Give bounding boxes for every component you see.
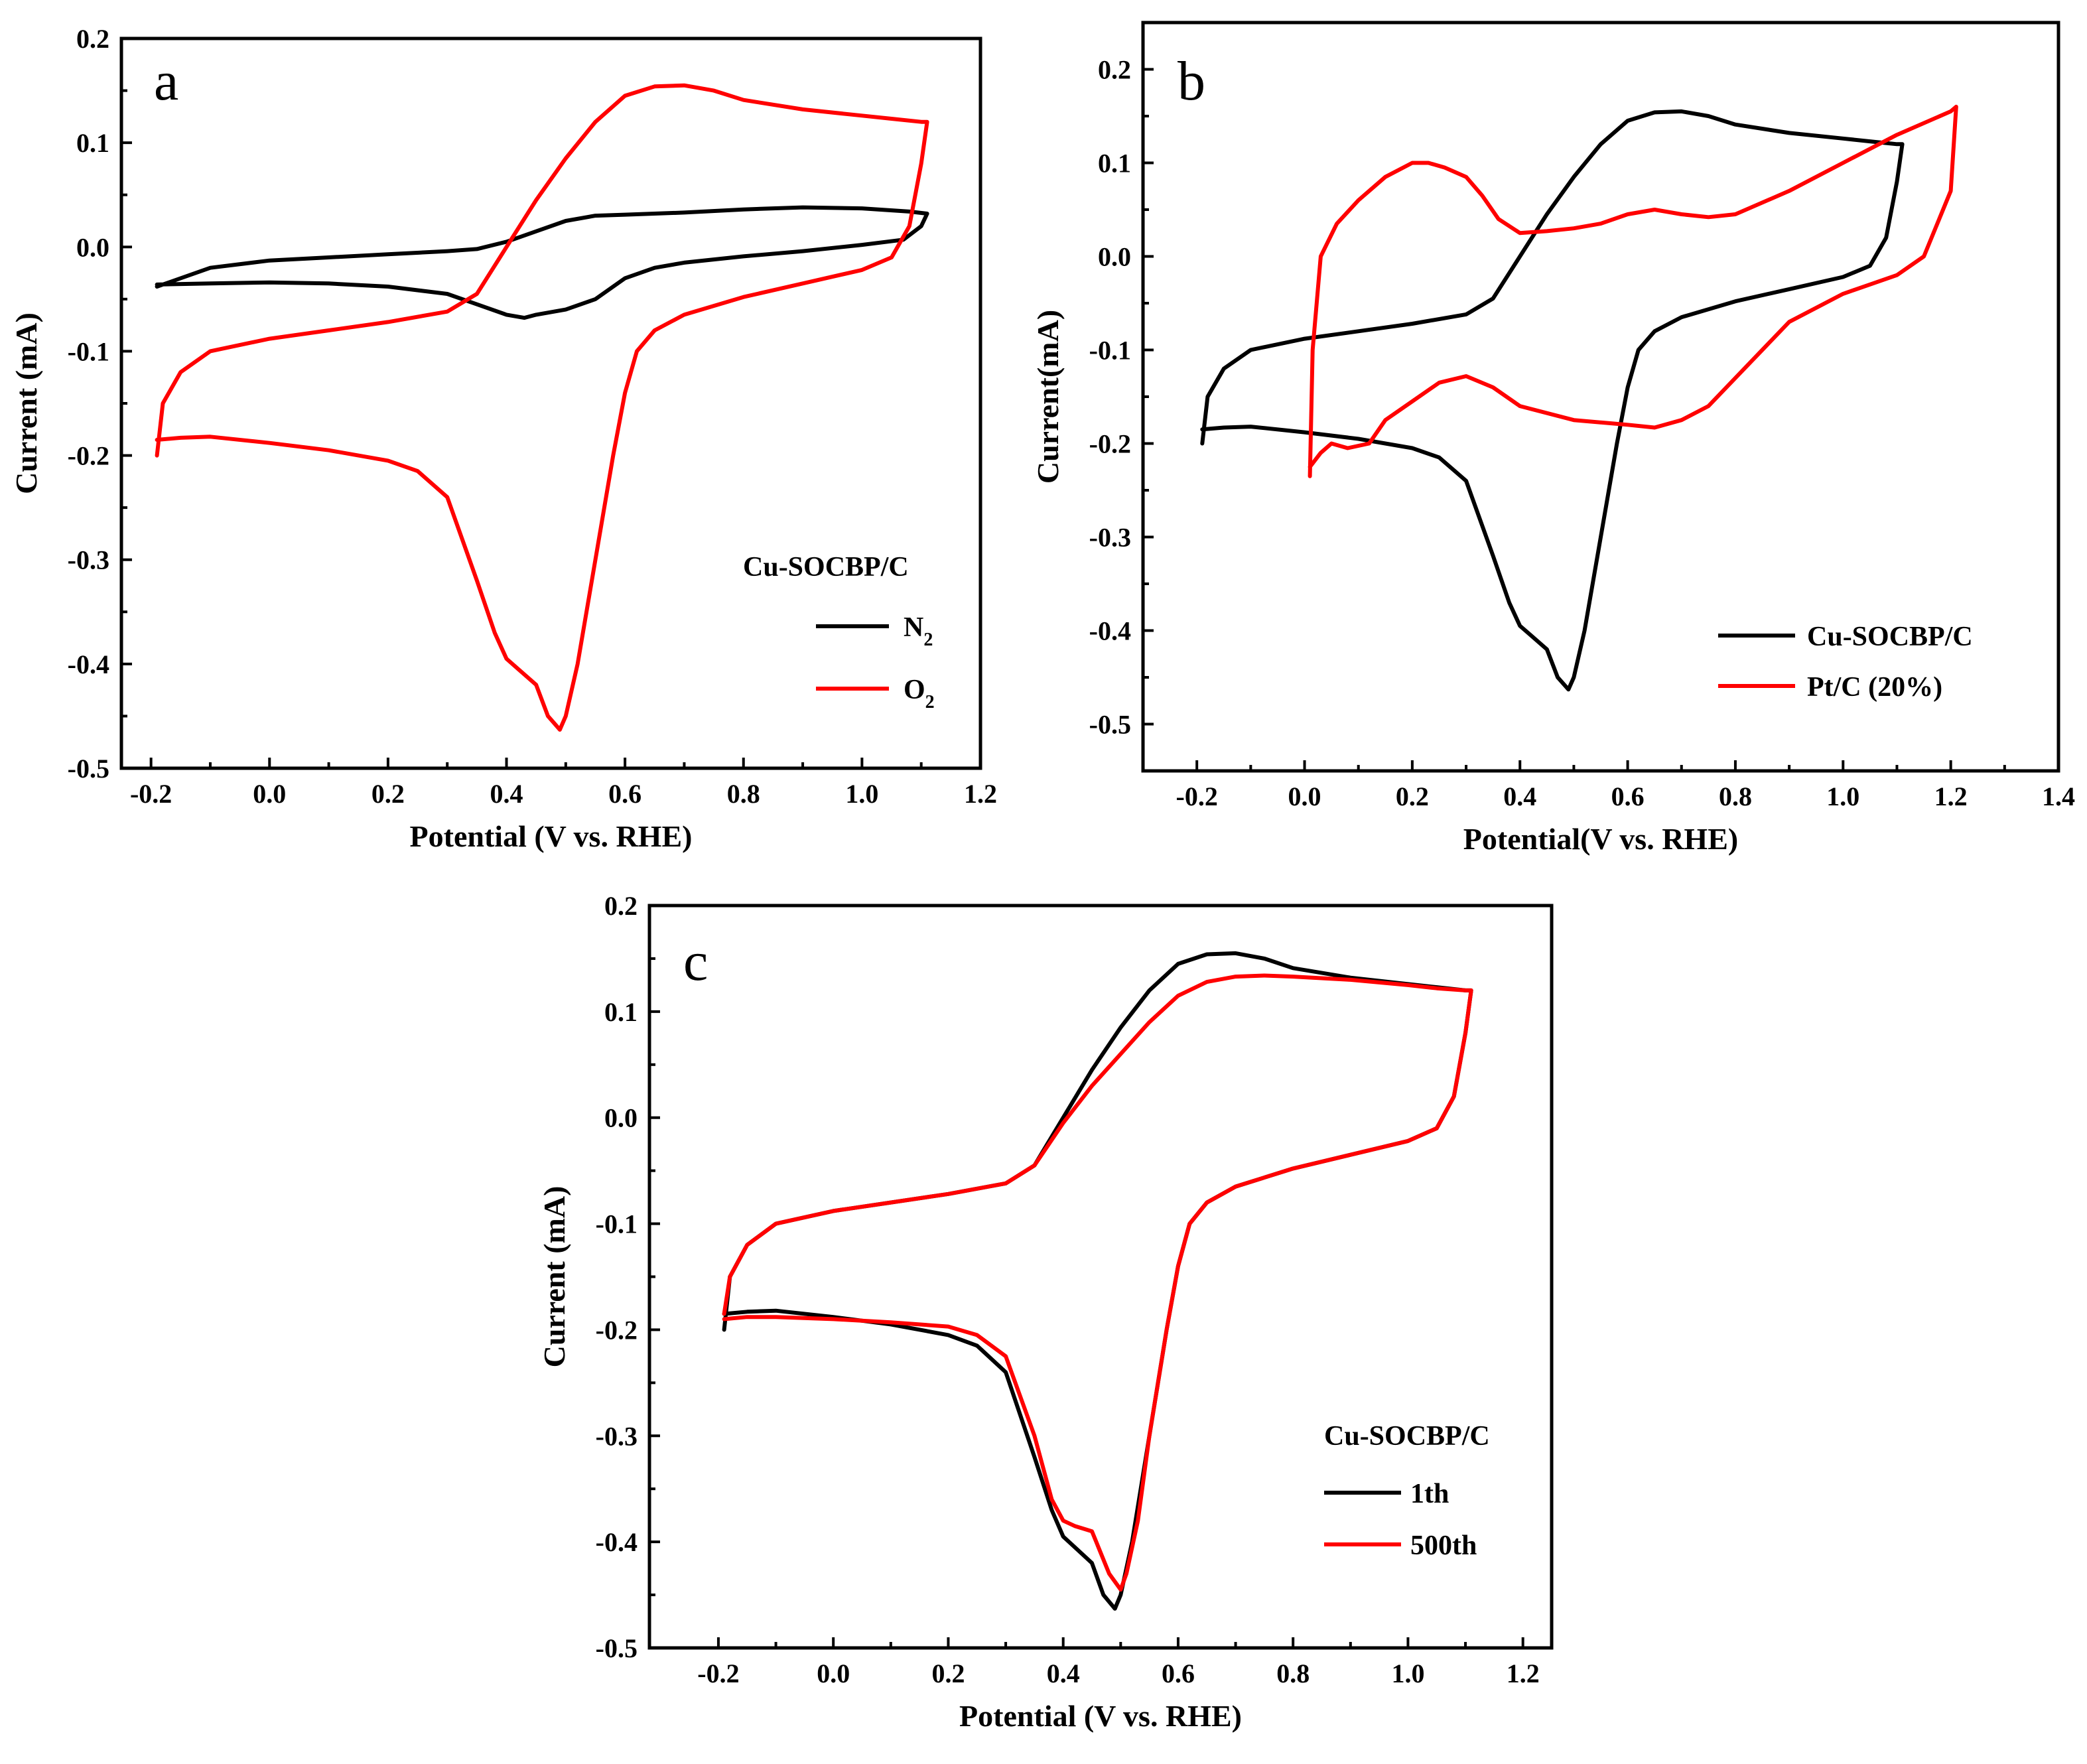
y-tick-label-a: 0.0: [76, 232, 109, 262]
y-tick-label-a: 0.2: [76, 24, 109, 54]
x-tick-label-a: 0.4: [490, 779, 523, 809]
series-line-b-2: [1308, 104, 1958, 478]
y-tick-label-b: 0.2: [1098, 55, 1131, 85]
y-tick-label-c: -0.3: [596, 1421, 638, 1451]
legend-label-main: Cu-SOCBP/C: [1807, 622, 1973, 652]
x-tick-label-b: 0.0: [1288, 781, 1321, 811]
y-tick-label-a: -0.4: [68, 649, 109, 679]
series-line-c-2: [722, 973, 1473, 1592]
legend-label-main: N: [904, 612, 923, 643]
y-tick-label-b: -0.2: [1089, 429, 1131, 459]
panel-label-c: c: [683, 931, 708, 992]
y-tick-label-a: -0.2: [68, 441, 109, 471]
x-tick-label-b: -0.2: [1176, 781, 1218, 811]
y-tick-label-c: 0.1: [604, 997, 638, 1027]
y-tick-label-b: 0.1: [1098, 149, 1131, 178]
x-tick-label-b: 0.8: [1719, 781, 1752, 811]
panel-b: -0.2 0.0 0.2 0.4 0.6 0.8 1.0 1.2 1.4 -0.5 -0.4 -0.3…: [1031, 21, 2075, 856]
y-tick-label-c: -0.2: [596, 1315, 638, 1345]
y-tick-label-a: 0.1: [76, 128, 109, 158]
legend-label-subscript: 2: [925, 692, 935, 712]
legend-label-a-2: O2: [904, 675, 935, 712]
series-line-a-2: [155, 83, 929, 732]
panel-label-a: a: [154, 50, 178, 112]
x-tick-label-c: 0.8: [1276, 1659, 1310, 1688]
y-tick-label-c: -0.5: [596, 1633, 638, 1663]
x-tick-label-a: 0.8: [727, 779, 760, 809]
legend-title-c: Cu-SOCBP/C: [1324, 1421, 1490, 1452]
legend-label-b-2: Pt/C (20%): [1807, 672, 1942, 703]
x-tick-label-a: 0.6: [608, 779, 641, 809]
x-tick-label-c: 0.2: [931, 1659, 965, 1688]
y-axis-title-c: Current (mA): [537, 1186, 571, 1368]
legend-label-c-1: 1th: [1410, 1479, 1449, 1509]
y-tick-label-b: 0.0: [1098, 242, 1131, 272]
legend-label-b-1: Cu-SOCBP/C: [1807, 622, 1973, 652]
x-tick-label-b: 0.4: [1503, 781, 1536, 811]
series-line-a-1: [155, 205, 929, 320]
panel-a: -0.2 0.0 0.2 0.4 0.6 0.8 1.0 1.2 -0.5 -0.4 -0.3 -0.…: [9, 24, 997, 853]
x-tick-label-c: 0.6: [1162, 1659, 1195, 1688]
x-tick-label-c: -0.2: [697, 1659, 739, 1688]
x-tick-label-b: 0.2: [1396, 781, 1429, 811]
y-tick-label-b: -0.3: [1089, 523, 1131, 553]
x-tick-label-c: 1.2: [1507, 1659, 1540, 1688]
y-tick-label-b: -0.4: [1089, 616, 1131, 646]
x-tick-label-c: 0.4: [1047, 1659, 1080, 1688]
x-tick-label-a: 1.0: [845, 779, 878, 809]
y-tick-label-c: -0.1: [596, 1209, 638, 1239]
y-tick-label-a: -0.3: [68, 545, 109, 575]
x-tick-label-b: 1.0: [1826, 781, 1859, 811]
x-tick-label-b: 1.2: [1934, 781, 1968, 811]
series-line-b-1: [1200, 109, 1905, 692]
y-axis-title-a: Current (mA): [9, 312, 43, 494]
y-tick-label-c: 0.0: [604, 1103, 638, 1133]
x-tick-label-b: 1.4: [2042, 781, 2075, 811]
x-tick-label-a: 0.2: [371, 779, 405, 809]
x-axis-title-a: Potential (V vs. RHE): [410, 819, 693, 853]
x-axis-title-c: Potential (V vs. RHE): [959, 1699, 1242, 1733]
legend-label-subscript: 2: [923, 630, 933, 650]
legend-label-main: Pt/C (20%): [1807, 672, 1942, 703]
legend-label-main: 500th: [1410, 1530, 1477, 1561]
y-tick-label-b: -0.5: [1089, 710, 1131, 740]
x-tick-label-b: 0.6: [1611, 781, 1645, 811]
x-tick-label-c: 0.0: [817, 1659, 850, 1688]
y-tick-label-c: 0.2: [604, 891, 638, 921]
y-tick-label-c: -0.4: [596, 1527, 638, 1557]
x-axis-title-b: Potential(V vs. RHE): [1463, 822, 1738, 856]
legend-title-a: Cu-SOCBP/C: [743, 552, 909, 582]
legend-b: Cu-SOCBP/C Pt/C (20%): [1718, 622, 1973, 703]
y-tick-label-a: -0.5: [68, 754, 109, 783]
legend-label-main: 1th: [1410, 1479, 1449, 1509]
legend-label-main: O: [904, 675, 925, 705]
legend-c: Cu-SOCBP/C 1th 500th: [1324, 1421, 1490, 1561]
x-tick-label-a: 0.0: [253, 779, 286, 809]
y-tick-label-a: -0.1: [68, 336, 109, 366]
legend-label-c-2: 500th: [1410, 1530, 1477, 1561]
x-tick-label-c: 1.0: [1391, 1659, 1424, 1688]
panel-c: -0.2 0.0 0.2 0.4 0.6 0.8 1.0 1.2 -0.5 -0.4 -0.3 -0.…: [537, 891, 1554, 1733]
legend-label-a-1: N2: [904, 612, 933, 650]
y-tick-label-b: -0.1: [1089, 336, 1131, 366]
panel-label-b: b: [1178, 50, 1205, 112]
y-axis-title-b: Current(mA): [1031, 310, 1065, 484]
x-tick-label-a: 1.2: [964, 779, 997, 809]
x-tick-label-a: -0.2: [130, 779, 172, 809]
